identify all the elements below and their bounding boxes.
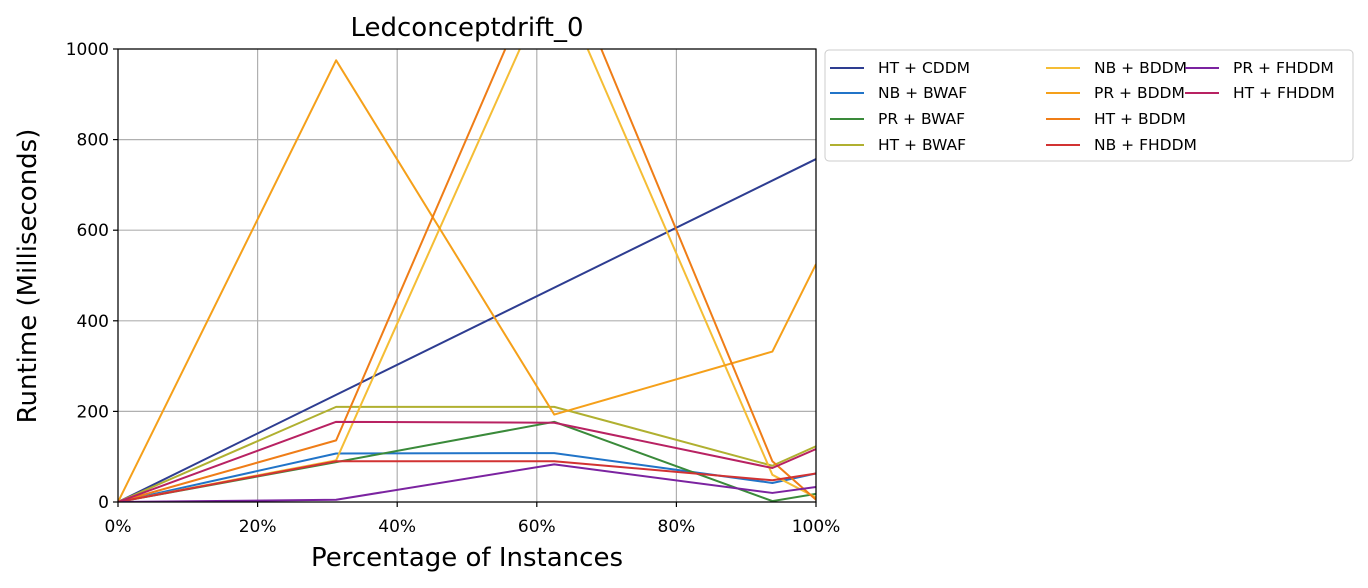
legend: HT + CDDM NB + BWAF PR + BWAF HT + BWAF NB +… [824, 49, 1354, 162]
series-line-ht-fhddm [118, 420, 816, 502]
y-axis-title: Runtime (Milliseconds) [13, 129, 43, 424]
x-tick-label: 20% [239, 517, 277, 537]
x-tick-label: 100% [792, 517, 841, 537]
x-axis-title: Percentage of Instances [311, 543, 623, 573]
x-tick-label: 80% [658, 517, 696, 537]
y-tick-label: 600 [77, 221, 109, 241]
y-tick-label: 200 [77, 402, 109, 422]
series-lines [118, 49, 816, 502]
y-tick-label: 400 [77, 312, 109, 332]
series-line-nb-bwaf [118, 452, 816, 502]
legend-label-pr-bddm: PR + BDDM [1094, 84, 1185, 102]
series-line-ht-bddm [118, 49, 816, 502]
legend-label-pr-bwaf: PR + BWAF [878, 110, 965, 128]
grid [117, 48, 817, 503]
legend-box [824, 49, 1354, 162]
legend-label-ht-bwaf: HT + BWAF [878, 136, 966, 154]
legend-label-nb-fhddm: NB + FHDDM [1094, 136, 1197, 154]
legend-label-nb-bwaf: NB + BWAF [878, 84, 967, 102]
legend-label-nb-bddm: NB + BDDM [1094, 59, 1187, 77]
legend-label-ht-cddm: HT + CDDM [878, 59, 970, 77]
series-line-ht-bwaf [118, 405, 816, 502]
series-line-nb-fhddm [118, 460, 816, 502]
series-line-nb-bddm [118, 49, 816, 502]
x-tick-label: 40% [378, 517, 416, 537]
legend-label-ht-fhddm: HT + FHDDM [1233, 84, 1335, 102]
series-line-pr-fhddm [118, 463, 816, 502]
series-line-pr-bddm [118, 59, 816, 502]
y-tick-label: 0 [98, 493, 109, 513]
axis-ticks: 0% 20% 40% 60% 80% 100% 0 200 400 600 800 1000 [66, 40, 841, 537]
x-tick-label: 60% [518, 517, 556, 537]
chart-title: Ledconceptdrift_0 [350, 13, 583, 43]
plot-area-frame [117, 48, 817, 503]
legend-label-pr-fhddm: PR + FHDDM [1233, 59, 1334, 77]
series-line-ht-cddm [118, 158, 816, 502]
legend-label-ht-bddm: HT + BDDM [1094, 110, 1186, 128]
x-tick-label: 0% [105, 517, 132, 537]
y-tick-label: 800 [77, 131, 109, 151]
y-tick-label: 1000 [66, 40, 109, 60]
